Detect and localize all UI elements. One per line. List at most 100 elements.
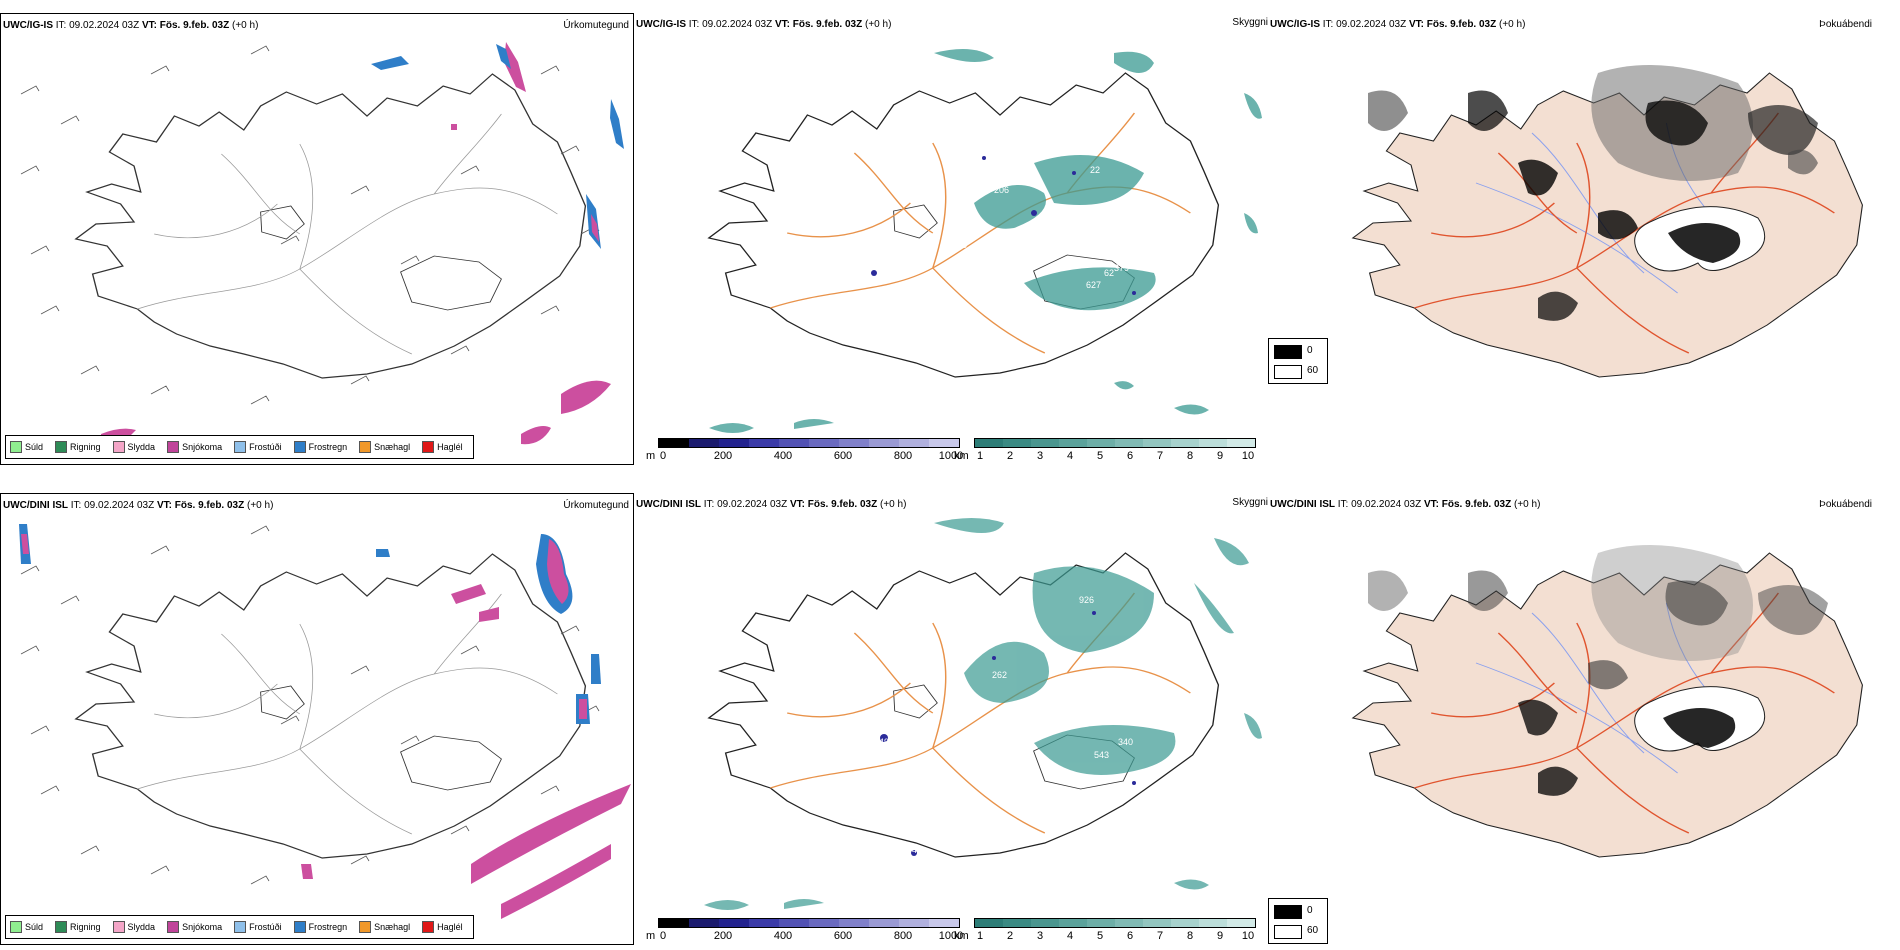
colorbar-tick: 2 bbox=[1006, 930, 1014, 942]
legend-swatch bbox=[234, 441, 247, 453]
visibility-label: 627 bbox=[1086, 280, 1101, 290]
panel-title: UWC/IG-IS IT: 09.02.2024 03Z VT: Fös. 9.… bbox=[1270, 19, 1526, 30]
visibility-label: 379 bbox=[1114, 263, 1129, 273]
colorbar-tick: 7 bbox=[1156, 450, 1164, 462]
colorbar-tick: 400 bbox=[773, 930, 793, 942]
legend-swatch bbox=[10, 441, 22, 453]
visibility-label: 22 bbox=[1090, 165, 1100, 175]
legend-item: Snjókoma bbox=[167, 921, 222, 933]
colorbar-tick: 400 bbox=[773, 450, 793, 462]
colorbar-visibility-km: km 1 2 3 4 5 6 7 8 9 10 bbox=[946, 438, 1256, 465]
legend-item: Súld bbox=[10, 921, 43, 933]
legend-label: 0 bbox=[1307, 345, 1313, 356]
colorbar-unit: m bbox=[646, 930, 656, 942]
visibility-label: 149 bbox=[874, 737, 889, 747]
legend-swatch bbox=[359, 441, 372, 453]
legend-label: 0 bbox=[1307, 905, 1313, 916]
colorbar-tick: 3 bbox=[1036, 930, 1044, 942]
colorbar-tick: 800 bbox=[893, 450, 913, 462]
legend-swatch bbox=[112, 921, 125, 933]
legend-item: Snjókoma bbox=[167, 441, 222, 453]
colorbar-tick: 7 bbox=[1156, 930, 1164, 942]
fog-legend: 0 60 bbox=[1268, 898, 1328, 944]
legend-swatch bbox=[422, 441, 435, 453]
legend-item: Frostregn bbox=[293, 921, 347, 933]
legend-swatch bbox=[234, 921, 247, 933]
colorbar-tick: 6 bbox=[1126, 450, 1134, 462]
legend-swatch bbox=[167, 921, 180, 933]
visibility-label: 4 bbox=[912, 845, 917, 855]
visibility-label: 926 bbox=[1079, 595, 1094, 605]
legend-item: Frostúði bbox=[234, 921, 282, 933]
visibility-label: 206 bbox=[994, 185, 1009, 195]
legend-swatch bbox=[1274, 925, 1302, 939]
colorbar-tick: 2 bbox=[1006, 450, 1014, 462]
variable-name: Þokuábendi bbox=[1819, 19, 1872, 30]
fog-map bbox=[1352, 545, 1863, 858]
legend-swatch bbox=[1274, 345, 1302, 359]
legend-item: Slydda bbox=[112, 441, 155, 453]
precip-map bbox=[19, 524, 631, 919]
visibility-label: 543 bbox=[1094, 750, 1109, 760]
colorbar-tick: 8 bbox=[1186, 450, 1194, 462]
variable-name: Úrkomutegund bbox=[563, 20, 629, 31]
panel-title: UWC/IG-IS IT: 09.02.2024 03Z VT: Fös. 9.… bbox=[636, 19, 892, 30]
precip-type-map-row1: UWC/IG-IS IT: 09.02.2024 03Z VT: Fös. 9.… bbox=[0, 13, 634, 465]
precip-map bbox=[20, 42, 624, 445]
legend-item: Rigning bbox=[55, 441, 101, 453]
legend-swatch bbox=[55, 921, 68, 933]
legend-item: Frostúði bbox=[234, 441, 282, 453]
legend-item: Slydda bbox=[112, 921, 155, 933]
colorbar-height-m: m 0 200 400 600 800 1000 bbox=[646, 438, 963, 465]
legend-swatch bbox=[1274, 905, 1302, 919]
legend-swatch bbox=[422, 921, 435, 933]
precip-areas bbox=[19, 524, 631, 919]
fog-indicator-map-row2: UWC/DINI ISL IT: 09.02.2024 03Z VT: Fös.… bbox=[1268, 493, 1900, 945]
visibility-label: 29 bbox=[1054, 210, 1064, 220]
precip-type-legend: Súld Rigning Slydda Snjókoma Frostúði Fr… bbox=[5, 915, 474, 939]
colorbar-tick: 6 bbox=[1126, 930, 1134, 942]
colorbar-tick: 5 bbox=[1096, 930, 1104, 942]
colorbar-tick: 5 bbox=[1096, 450, 1104, 462]
variable-name: Skyggni bbox=[1232, 497, 1268, 508]
fog-legend: 0 60 bbox=[1268, 338, 1328, 384]
precip-type-map-row2: UWC/DINI ISL IT: 09.02.2024 03Z VT: Fös.… bbox=[0, 493, 634, 945]
legend-swatch bbox=[167, 441, 180, 453]
visibility-map-row2: UWC/DINI ISL IT: 09.02.2024 03Z VT: Fös.… bbox=[634, 493, 1268, 945]
colorbar-tick: 10 bbox=[1241, 930, 1255, 942]
colorbar-tick: 600 bbox=[833, 930, 853, 942]
colorbar-tick: 0 bbox=[659, 450, 667, 462]
legend-swatch bbox=[293, 921, 306, 933]
colorbar-tick: 1 bbox=[976, 450, 984, 462]
colorbar-height-m: m 0 200 400 600 800 1000 bbox=[646, 918, 963, 945]
visibility-label: 65 bbox=[1144, 243, 1154, 253]
panel-title: UWC/DINI ISL IT: 09.02.2024 03Z VT: Fös.… bbox=[1270, 499, 1541, 510]
legend-swatch bbox=[1274, 365, 1302, 379]
legend-swatch bbox=[359, 921, 372, 933]
legend-swatch bbox=[10, 921, 22, 933]
visibility-label: 340 bbox=[1118, 737, 1133, 747]
colorbar-tick: 600 bbox=[833, 450, 853, 462]
precip-type-legend: Súld Rigning Slydda Snjókoma Frostúði Fr… bbox=[5, 435, 474, 459]
colorbar-tick: 200 bbox=[713, 450, 733, 462]
colorbar-tick: 1000 bbox=[938, 450, 964, 462]
legend-item: Snæhagl bbox=[359, 441, 410, 453]
variable-name: Skyggni bbox=[1232, 17, 1268, 28]
legend-swatch bbox=[293, 441, 306, 453]
visibility-map-row1: UWC/IG-IS IT: 09.02.2024 03Z VT: Fös. 9.… bbox=[634, 13, 1268, 465]
panel-title: UWC/DINI ISL IT: 09.02.2024 03Z VT: Fös.… bbox=[636, 499, 907, 510]
colorbar-tick: 3 bbox=[1036, 450, 1044, 462]
colorbar-tick: 9 bbox=[1216, 930, 1224, 942]
low-visibility-areas bbox=[704, 518, 1262, 910]
legend-label: 60 bbox=[1307, 925, 1319, 936]
visibility-label: 262 bbox=[992, 670, 1007, 680]
legend-swatch bbox=[55, 441, 68, 453]
legend-item: Rigning bbox=[55, 921, 101, 933]
panel-title: UWC/DINI ISL IT: 09.02.2024 03Z VT: Fös.… bbox=[3, 500, 274, 511]
fog-map bbox=[1352, 65, 1863, 378]
colorbar-visibility-km: km 1 2 3 4 5 6 7 8 9 10 bbox=[946, 918, 1256, 945]
variable-name: Þokuábendi bbox=[1819, 499, 1872, 510]
variable-name: Úrkomutegund bbox=[563, 500, 629, 511]
legend-label: 60 bbox=[1307, 365, 1319, 376]
colorbar-unit: km bbox=[954, 450, 969, 462]
